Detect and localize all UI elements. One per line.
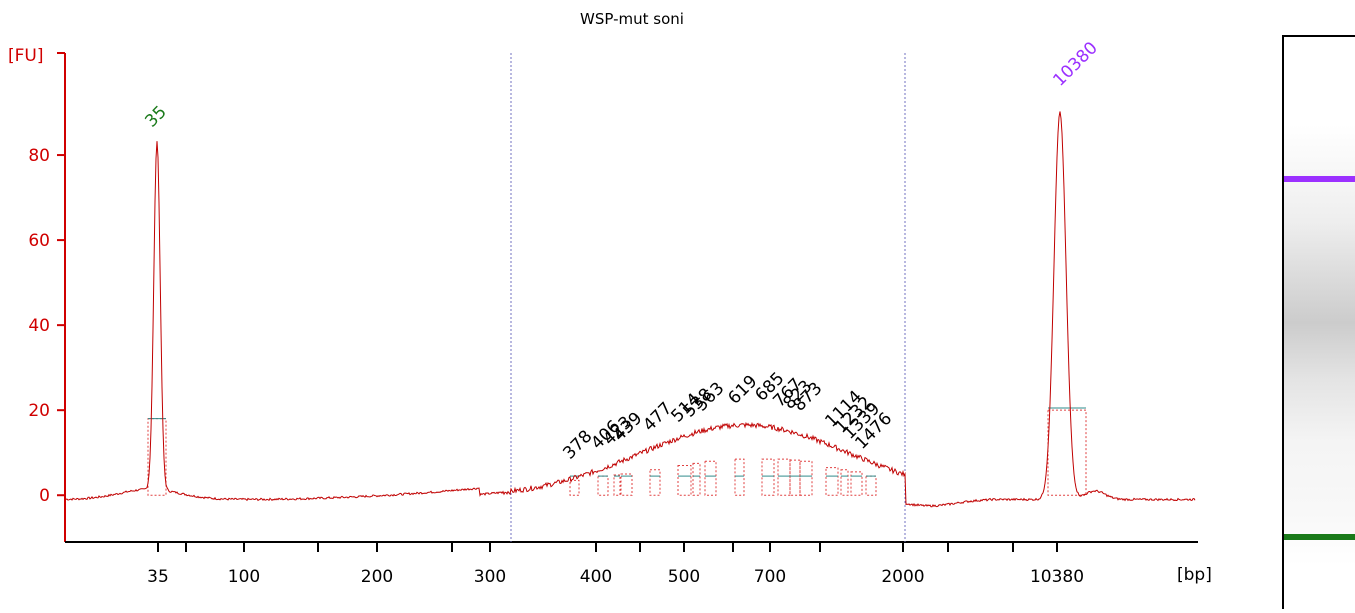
sizing-box-14 <box>840 469 849 496</box>
sizing-box-1 <box>597 475 609 496</box>
smear-peak-label-0: 378 <box>559 426 596 463</box>
x-tick-label-2: 200 <box>361 567 393 587</box>
gel-image <box>1284 125 1355 565</box>
gel-lane <box>1282 35 1355 609</box>
x-tick-label-5: 500 <box>668 567 700 587</box>
sizing-box-9 <box>761 458 775 496</box>
x-tick-label-4: 400 <box>580 567 612 587</box>
x-tick-label-3: 300 <box>474 567 506 587</box>
gel-smear <box>1284 125 1355 565</box>
x-tick-label-6: 700 <box>754 567 786 587</box>
sizing-box-11 <box>789 459 801 496</box>
x-tick-label-0: 35 <box>147 567 169 587</box>
x-axis-label: [bp] <box>1177 565 1212 585</box>
x-tick-label-1: 100 <box>228 567 260 587</box>
sizing-box-7 <box>704 460 717 496</box>
marker-peak-label-0: 35 <box>141 102 170 131</box>
sizing-box-5 <box>677 464 692 496</box>
sizing-box-10 <box>777 458 791 496</box>
sizing-box-13 <box>825 467 839 496</box>
y-tick-label-2: 40 <box>28 316 50 336</box>
sizing-box-12 <box>799 460 813 496</box>
sizing-box-3 <box>620 473 633 496</box>
y-tick-label-0: 0 <box>39 486 50 506</box>
sizing-box-2 <box>613 474 621 496</box>
sizing-box-6 <box>692 462 701 496</box>
sizing-box-4 <box>649 469 661 496</box>
marker-box-upper <box>1047 409 1087 496</box>
sizing-box-8 <box>734 458 745 496</box>
x-tick-label-7: 2000 <box>881 567 924 587</box>
marker-peak-label-1: 10380 <box>1049 38 1101 90</box>
gel-band-lower-marker <box>1284 534 1355 540</box>
gel-band-upper-marker <box>1284 176 1355 182</box>
sizing-box-16 <box>865 475 877 496</box>
sizing-box-0 <box>569 479 580 496</box>
y-tick-label-3: 60 <box>28 231 50 251</box>
sizing-box-15 <box>850 471 863 496</box>
x-tick-label-8: 10380 <box>1030 567 1084 587</box>
y-tick-label-4: 80 <box>28 146 50 166</box>
y-axis-label: [FU] <box>8 46 44 66</box>
y-tick-label-1: 20 <box>28 401 50 421</box>
fluorescence-trace <box>65 111 1196 508</box>
chart-title: WSP-mut soni <box>580 10 684 28</box>
